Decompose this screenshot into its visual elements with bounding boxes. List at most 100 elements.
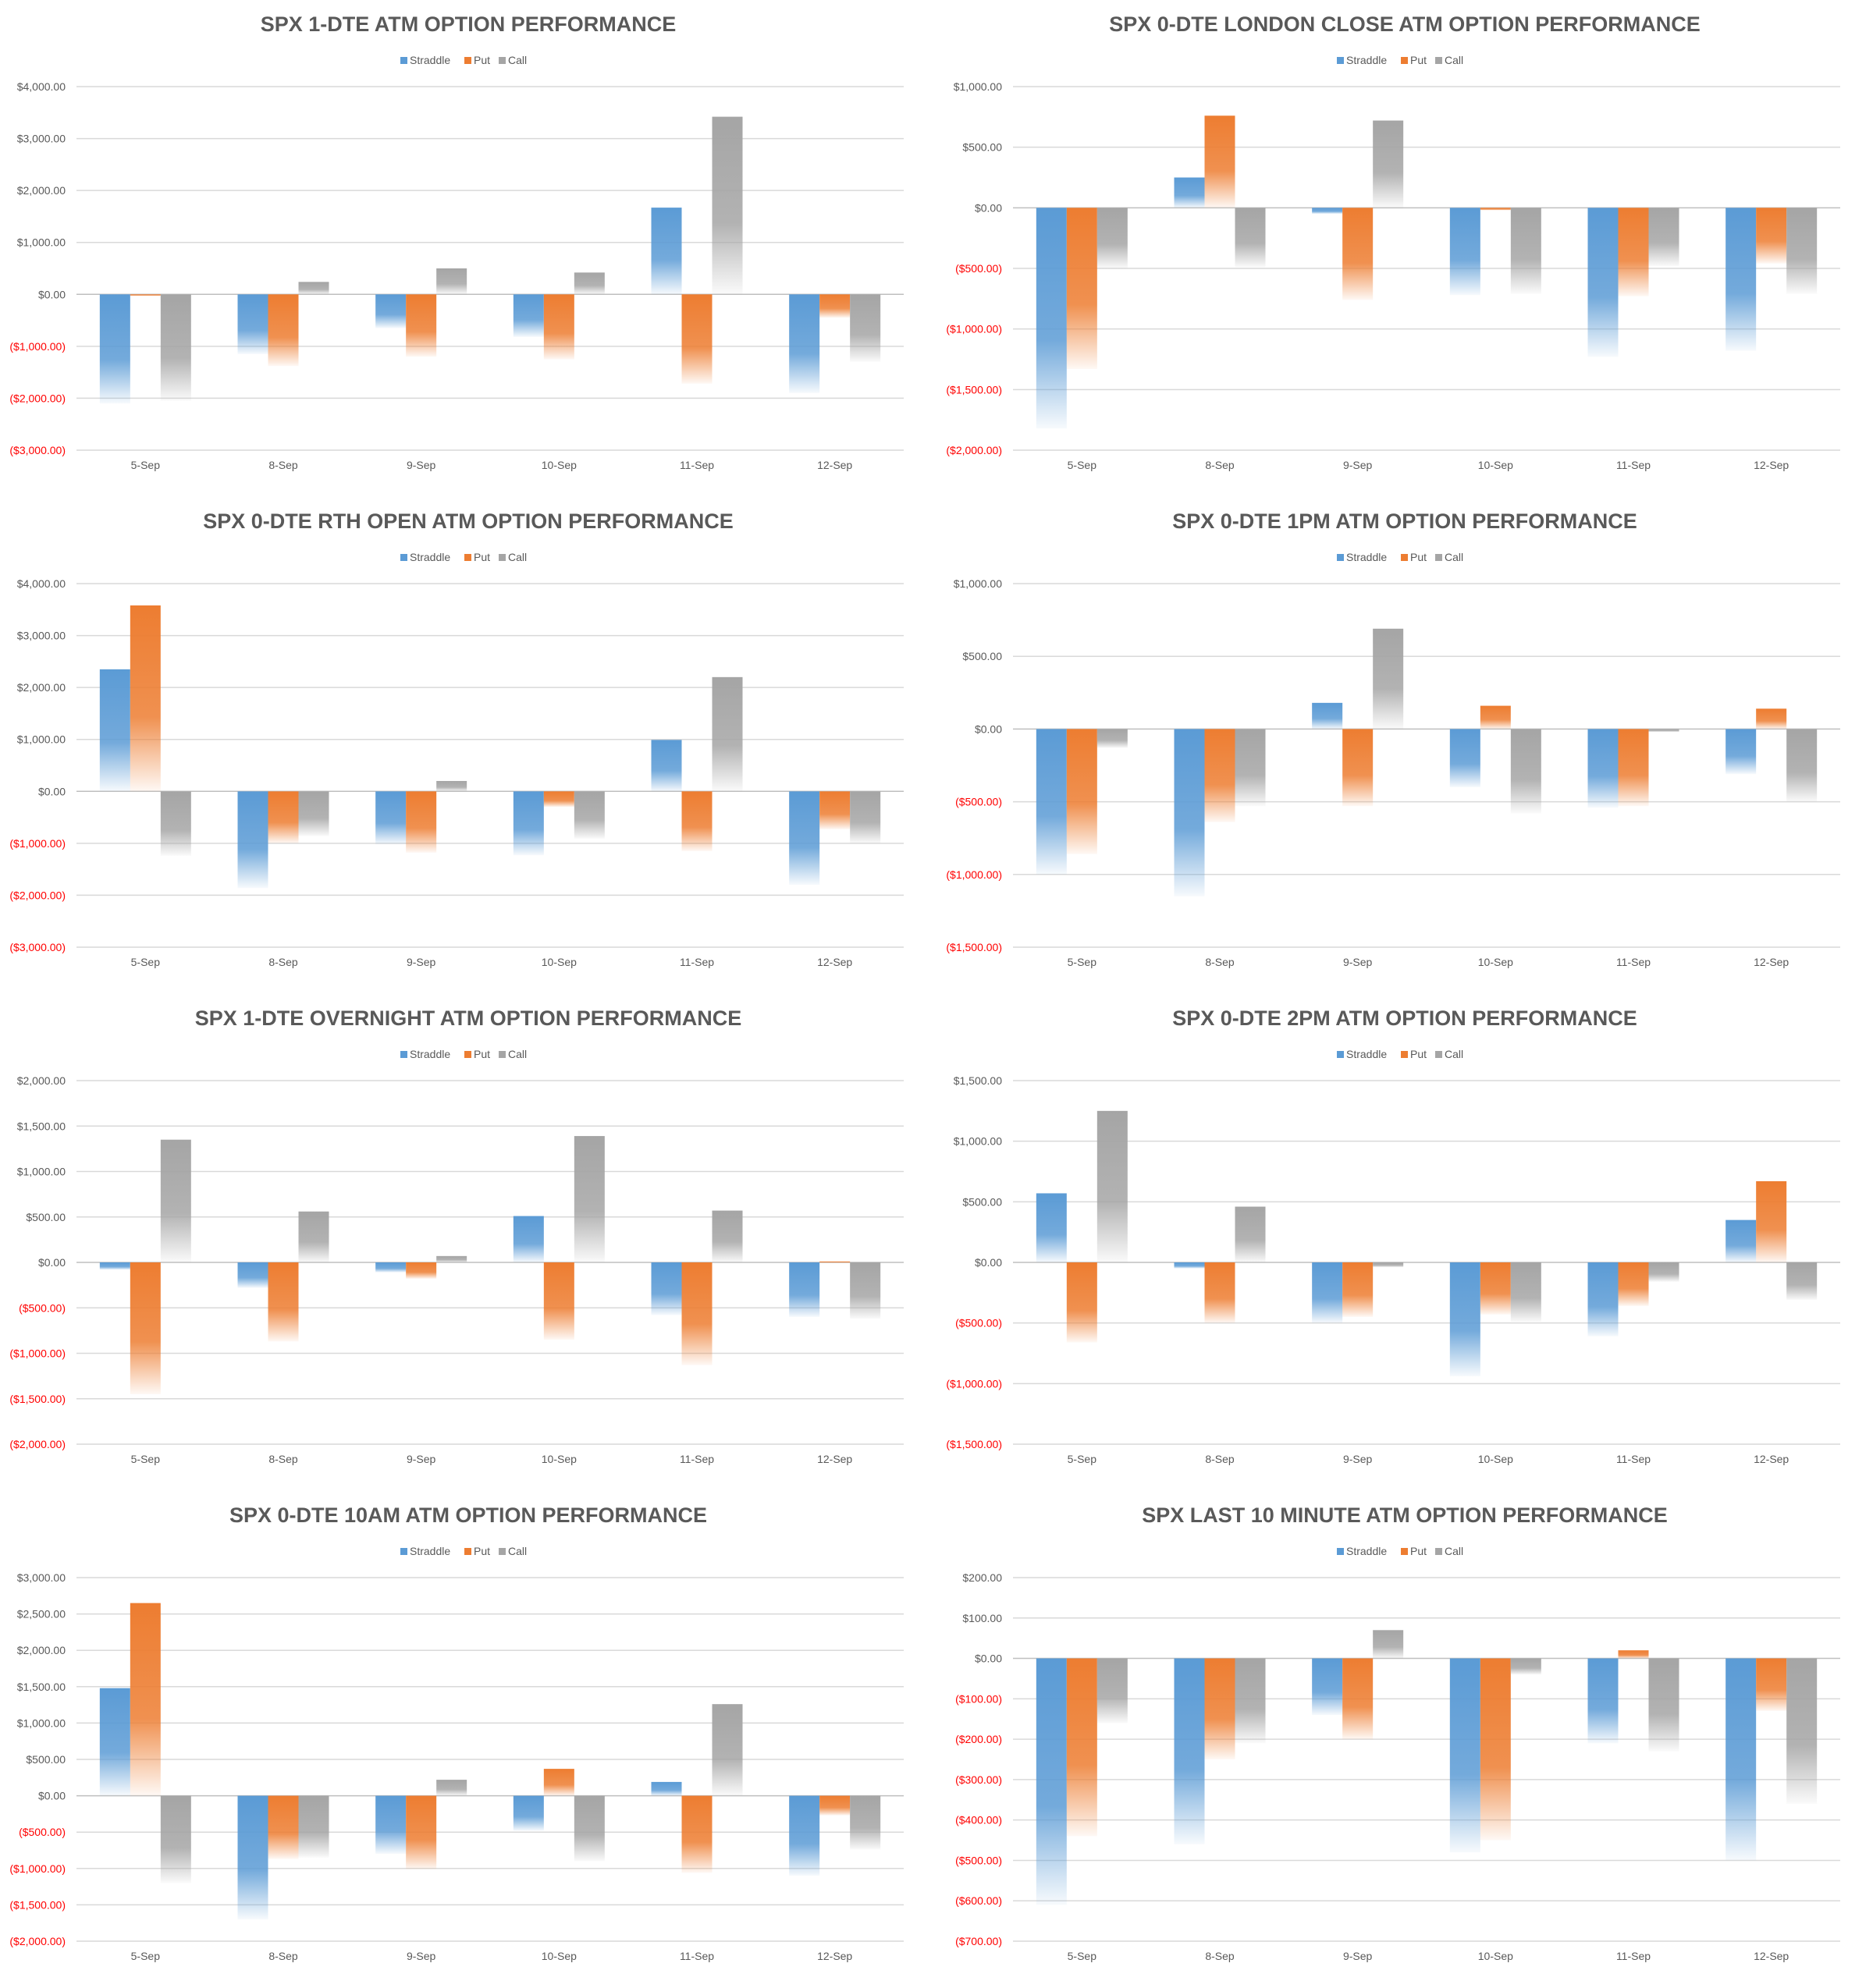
bar-put-9-Sep — [1342, 208, 1374, 300]
legend-label-straddle: Straddle — [1346, 1048, 1387, 1060]
legend-swatch-call — [1435, 57, 1442, 64]
y-tick-label: $0.00 — [975, 1256, 1002, 1269]
x-tick-label: 11-Sep — [1616, 1453, 1651, 1465]
chart-panel-5: SPX 1-DTE OVERNIGHT ATM OPTION PERFORMAN… — [0, 994, 936, 1491]
bar-put-11-Sep — [1618, 1262, 1649, 1306]
bar-straddle-10-Sep — [1449, 1658, 1480, 1853]
x-tick-label: 9-Sep — [1343, 459, 1373, 471]
bar-put-12-Sep — [819, 1261, 851, 1263]
bar-put-9-Sep — [1342, 1658, 1374, 1740]
bar-call-9-Sep — [436, 1780, 467, 1796]
bar-put-8-Sep — [1204, 115, 1235, 208]
bar-straddle-11-Sep — [1587, 208, 1619, 357]
y-tick-label: $0.00 — [975, 1653, 1002, 1665]
bar-call-8-Sep — [298, 791, 329, 836]
y-tick-label: $1,000.00 — [954, 577, 1002, 590]
x-tick-label: 5-Sep — [1068, 1453, 1097, 1465]
legend-swatch-call — [499, 57, 506, 64]
chart-legend: Straddle Put Call — [400, 1545, 527, 1557]
bar-straddle-10-Sep — [513, 1795, 544, 1831]
legend-label-put: Put — [474, 54, 490, 66]
bar-put-8-Sep — [1204, 729, 1235, 822]
bar-call-10-Sep — [574, 791, 605, 839]
legend-label-put: Put — [1410, 1545, 1427, 1557]
chart-panel-6: SPX 0-DTE 2PM ATM OPTION PERFORMANCE Stra… — [936, 994, 1873, 1491]
y-tick-label: $500.00 — [962, 141, 1002, 154]
y-tick-label: $2,000.00 — [17, 681, 66, 694]
bar-call-10-Sep — [574, 272, 605, 295]
bar-call-5-Sep — [160, 791, 191, 856]
bar-put-12-Sep — [1756, 1658, 1787, 1711]
bar-call-9-Sep — [1373, 1262, 1404, 1268]
bar-put-8-Sep — [268, 294, 299, 367]
y-tick-label: ($3,000.00) — [9, 444, 66, 456]
chart-panel-4: SPX 0-DTE 1PM ATM OPTION PERFORMANCE Stra… — [936, 497, 1873, 994]
y-tick-label: ($600.00) — [955, 1894, 1002, 1907]
bar-call-10-Sep — [574, 1136, 605, 1262]
chart-panel-2: SPX 0-DTE LONDON CLOSE ATM OPTION PERFOR… — [936, 0, 1873, 497]
chart-legend: Straddle Put Call — [1337, 1545, 1463, 1557]
x-tick-label: 9-Sep — [1343, 1950, 1373, 1962]
legend-swatch-call — [1435, 1548, 1442, 1555]
chart-svg: SPX 1-DTE ATM OPTION PERFORMANCE Straddle… — [9, 12, 904, 471]
chart-title: SPX 0-DTE RTH OPEN ATM OPTION PERFORMANC… — [203, 509, 734, 533]
legend-label-call: Call — [1445, 551, 1463, 563]
y-tick-label: ($2,000.00) — [9, 1935, 66, 1947]
bar-call-9-Sep — [436, 268, 467, 295]
x-tick-label: 10-Sep — [1478, 1453, 1513, 1465]
bar-put-10-Sep — [1480, 1262, 1511, 1315]
y-tick-label: $100.00 — [962, 1612, 1002, 1624]
x-tick-label: 12-Sep — [817, 459, 852, 471]
x-tick-label: 9-Sep — [407, 1453, 436, 1465]
bar-call-8-Sep — [1235, 208, 1266, 268]
bar-put-9-Sep — [406, 1795, 437, 1869]
y-tick-label: $0.00 — [975, 201, 1002, 214]
bar-straddle-11-Sep — [651, 740, 682, 792]
bar-call-10-Sep — [1510, 208, 1541, 294]
bar-straddle-10-Sep — [1449, 208, 1480, 296]
y-tick-label: ($1,500.00) — [9, 1898, 66, 1911]
bar-straddle-8-Sep — [1174, 177, 1205, 208]
bar-put-12-Sep — [819, 1795, 851, 1816]
bar-straddle-10-Sep — [513, 294, 544, 337]
bar-straddle-5-Sep — [99, 1688, 130, 1796]
y-tick-label: ($400.00) — [955, 1814, 1002, 1826]
y-tick-label: ($1,000.00) — [946, 323, 1002, 335]
bar-straddle-5-Sep — [1036, 208, 1067, 429]
chart-svg: SPX 0-DTE RTH OPEN ATM OPTION PERFORMANC… — [9, 509, 904, 968]
y-tick-label: ($300.00) — [955, 1773, 1002, 1786]
y-tick-label: $1,000.00 — [17, 733, 66, 746]
chart-panel-1: SPX 1-DTE ATM OPTION PERFORMANCE Straddle… — [0, 0, 936, 497]
x-tick-label: 10-Sep — [542, 956, 577, 968]
bar-call-5-Sep — [160, 294, 191, 401]
bar-call-11-Sep — [712, 116, 743, 295]
bar-call-9-Sep — [1373, 628, 1404, 730]
bar-call-5-Sep — [1096, 729, 1128, 748]
y-tick-label: ($1,500.00) — [946, 383, 1002, 396]
chart-svg: SPX 0-DTE 10AM ATM OPTION PERFORMANCE Str… — [9, 1503, 904, 1962]
bar-call-10-Sep — [574, 1795, 605, 1862]
x-tick-label: 5-Sep — [131, 1950, 161, 1962]
bar-straddle-9-Sep — [375, 1795, 407, 1855]
y-tick-label: ($2,000.00) — [9, 1438, 66, 1450]
bar-call-12-Sep — [850, 791, 881, 843]
bar-call-8-Sep — [298, 1211, 329, 1262]
bar-straddle-11-Sep — [1587, 1658, 1619, 1744]
bar-straddle-5-Sep — [1036, 1658, 1067, 1905]
bar-call-10-Sep — [1510, 1658, 1541, 1675]
bar-call-5-Sep — [1096, 1658, 1128, 1724]
legend-label-call: Call — [1445, 54, 1463, 66]
legend-swatch-straddle — [1337, 1548, 1344, 1555]
legend-label-put: Put — [474, 1048, 490, 1060]
bar-straddle-8-Sep — [1174, 729, 1205, 896]
bar-put-11-Sep — [1618, 208, 1649, 296]
legend-swatch-call — [1435, 1051, 1442, 1058]
legend-label-call: Call — [508, 551, 527, 563]
bar-put-11-Sep — [681, 791, 713, 851]
bar-put-5-Sep — [130, 1603, 161, 1796]
bar-put-10-Sep — [1480, 1658, 1511, 1841]
bar-straddle-10-Sep — [1449, 1262, 1480, 1377]
bar-put-8-Sep — [268, 1795, 299, 1859]
bar-put-5-Sep — [1066, 1262, 1097, 1343]
bar-call-11-Sep — [712, 1704, 743, 1796]
